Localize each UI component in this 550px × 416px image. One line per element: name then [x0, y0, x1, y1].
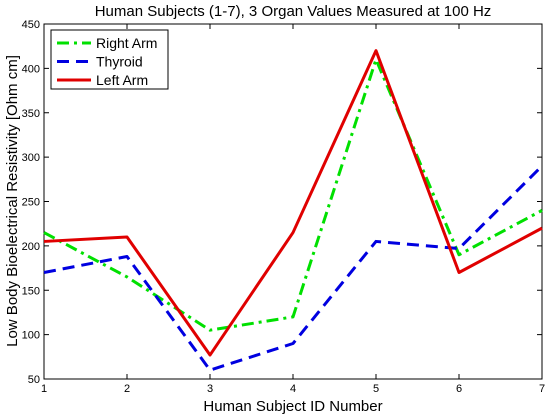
y-tick-label: 50	[28, 374, 40, 386]
x-tick-label: 2	[124, 383, 130, 395]
x-tick-label: 6	[456, 383, 462, 395]
y-tick-label: 150	[22, 285, 40, 297]
series-line-thyroid	[43, 164, 544, 372]
x-tick-label: 3	[207, 383, 213, 395]
y-axis-ticks: 50 100 150 200 250 300 350 400 450	[22, 19, 542, 386]
y-axis-label: Low Body Bioelectrical Resistivity [Ohm …	[4, 55, 21, 347]
y-tick-label: 200	[22, 241, 40, 253]
y-tick-label: 100	[22, 330, 40, 342]
legend-label: Right Arm	[96, 35, 157, 51]
x-axis-ticks: 1 2 3 4 5 6 7	[41, 24, 545, 395]
y-tick-label: 250	[22, 197, 40, 209]
series-lines	[43, 49, 544, 372]
x-tick-label: 1	[41, 383, 47, 395]
series-line-left-arm	[43, 49, 543, 357]
legend: Right Arm Thyroid Left Arm	[50, 29, 169, 90]
x-tick-label: 4	[290, 383, 296, 395]
x-tick-label: 7	[539, 383, 545, 395]
legend-label: Left Arm	[96, 72, 148, 88]
legend-label: Thyroid	[96, 54, 143, 70]
x-axis-label: Human Subject ID Number	[203, 398, 382, 415]
x-tick-label: 5	[373, 383, 379, 395]
y-tick-label: 400	[22, 63, 40, 75]
y-tick-label: 300	[22, 152, 40, 164]
chart-title: Human Subjects (1-7), 3 Organ Values Mea…	[95, 3, 492, 20]
y-tick-label: 350	[22, 108, 40, 120]
series-line-right-arm	[43, 58, 543, 332]
y-tick-label: 450	[22, 19, 40, 31]
